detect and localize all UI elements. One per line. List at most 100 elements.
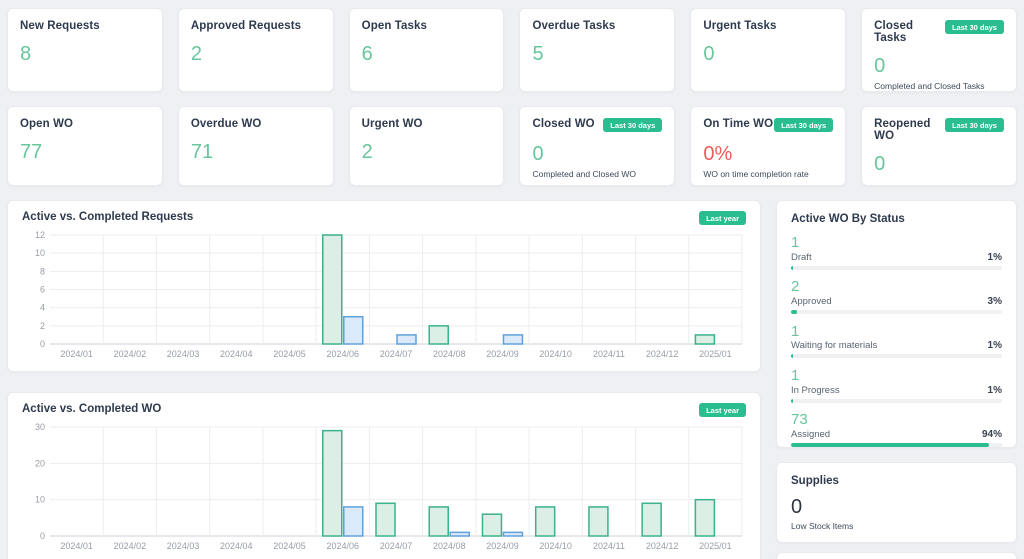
status-percent: 94%	[981, 428, 1002, 440]
status-items-list: 1 Draft 1% 2 Approved 3% 1 Waiting for material…	[791, 235, 1002, 447]
kpi-value: 5	[532, 43, 544, 65]
status-progress-bar	[791, 354, 1002, 359]
last-year-badge: Last year	[699, 211, 746, 225]
main-area: Active vs. Completed Requests Last year …	[7, 200, 1017, 559]
svg-text:10: 10	[35, 495, 45, 505]
status-label: Draft	[791, 251, 812, 263]
kpi-title: Reopened WO	[874, 118, 931, 142]
svg-text:2024/05: 2024/05	[273, 349, 306, 359]
status-item-waiting-for-materials[interactable]: 1 Waiting for materials 1%	[791, 323, 1002, 359]
status-label-row: Waiting for materials 1%	[791, 340, 1002, 351]
kpi-header: Urgent Tasks	[703, 20, 833, 32]
svg-text:2024/02: 2024/02	[114, 349, 147, 359]
kpi-header: Closed Tasks Last 30 days	[874, 20, 1004, 44]
requests-chart-card: Active vs. Completed Requests Last year …	[7, 200, 761, 372]
last-30-days-badge: Last 30 days	[944, 118, 1004, 132]
svg-text:0: 0	[40, 339, 45, 349]
svg-text:2024/08: 2024/08	[433, 541, 466, 551]
svg-text:10: 10	[35, 248, 45, 258]
kpi-card-closed-wo[interactable]: Closed WO Last 30 days 0 Completed and Clos…	[519, 106, 676, 186]
kpi-row-2: Open WO 77 Overdue WO 71 Urgent WO 2 Closed WO…	[7, 106, 1017, 186]
kpi-value: 0	[703, 43, 715, 65]
last-year-badge: Last year	[699, 403, 746, 417]
status-label: Waiting for materials	[791, 340, 878, 352]
kpi-card-new-requests[interactable]: New Requests 8	[7, 8, 163, 92]
status-item-draft[interactable]: 1 Draft 1%	[791, 235, 1002, 270]
kpi-subtitle: WO on time completion rate	[703, 169, 809, 179]
status-percent: 1%	[987, 251, 1002, 263]
wo-chart-card: Active vs. Completed WO Last year 0 10 20 3…	[7, 392, 761, 559]
active-wo-by-status-card: Active WO By Status 1 Draft 1% 2 Approved 3% 1…	[776, 200, 1017, 448]
status-percent: 3%	[987, 296, 1002, 307]
requests-bar-chart[interactable]: 0 2 4 6 8 10 12 2024/01 2024/02 2024/03 2024/04 202…	[22, 227, 746, 367]
status-progress-bar	[791, 442, 1002, 447]
svg-text:2024/09: 2024/09	[486, 541, 519, 551]
svg-text:2024/02: 2024/02	[114, 541, 147, 551]
svg-text:2: 2	[40, 321, 45, 331]
status-label-row: In Progress 1%	[791, 385, 1002, 396]
supplies-card[interactable]: Supplies 0 Low Stock Items	[776, 462, 1017, 543]
status-label-row: Approved 3%	[791, 296, 1002, 307]
kpi-value: 0	[874, 55, 886, 77]
kpi-title: Open WO	[20, 118, 74, 130]
kpi-title: Approved Requests	[190, 20, 302, 32]
kpi-header: Overdue WO	[191, 118, 321, 130]
kpi-row-1: New Requests 8 Approved Requests 2 Open Task…	[7, 8, 1017, 92]
svg-text:0: 0	[40, 531, 45, 541]
svg-text:2024/01: 2024/01	[60, 541, 93, 551]
svg-text:2024/07: 2024/07	[380, 349, 413, 359]
right-column: Active WO By Status 1 Draft 1% 2 Approved 3% 1…	[776, 200, 1017, 559]
wo-bar-chart[interactable]: 0 10 20 30 2024/01 2024/02 2024/03 2024/04 2024/…	[22, 419, 746, 559]
kpi-header: Open WO	[20, 118, 150, 130]
svg-text:2024/05: 2024/05	[273, 541, 306, 551]
kpi-title: New Requests	[20, 20, 100, 32]
svg-text:2024/04: 2024/04	[220, 541, 253, 551]
kpi-header: Reopened WO Last 30 days	[874, 118, 1004, 142]
status-item-assigned[interactable]: 73 Assigned 94%	[791, 412, 1002, 447]
kpi-card-reopened-wo[interactable]: Reopened WO Last 30 days 0	[861, 106, 1017, 186]
kpi-card-closed-tasks[interactable]: Closed Tasks Last 30 days 0 Completed and C…	[861, 8, 1017, 92]
kpi-title: Closed WO	[532, 118, 595, 130]
kpi-subtitle: Completed and Closed Tasks	[874, 81, 985, 91]
svg-text:2024/01: 2024/01	[60, 349, 93, 359]
kpi-value: 8	[20, 43, 32, 65]
status-label: Assigned	[791, 428, 831, 440]
chart-title: Active vs. Completed Requests	[22, 211, 194, 223]
kpi-value: 0	[532, 143, 544, 165]
kpi-subtitle: Completed and Closed WO	[532, 169, 636, 179]
status-count: 2	[791, 278, 800, 296]
kpi-card-on-time-wo[interactable]: On Time WO Last 30 days 0% WO on time compl…	[690, 106, 847, 186]
kpi-card-open-wo[interactable]: Open WO 77	[7, 106, 163, 186]
kpi-header: On Time WO Last 30 days	[703, 118, 834, 132]
chart-title: Active vs. Completed WO	[22, 403, 162, 415]
status-item-in-progress[interactable]: 1 In Progress 1%	[791, 367, 1002, 403]
svg-text:2024/06: 2024/06	[326, 349, 359, 359]
svg-text:2024/04: 2024/04	[220, 349, 253, 359]
kpi-card-overdue-tasks[interactable]: Overdue Tasks 5	[519, 8, 676, 92]
kpi-card-urgent-tasks[interactable]: Urgent Tasks 0	[690, 8, 847, 92]
panel-title: Active WO By Status	[791, 213, 905, 225]
supplies-subtitle: Low Stock Items	[791, 521, 854, 531]
kpi-card-overdue-wo[interactable]: Overdue WO 71	[177, 106, 334, 186]
svg-text:2024/08: 2024/08	[433, 349, 466, 359]
kpi-header: New Requests	[20, 20, 150, 32]
kpi-card-approved-requests[interactable]: Approved Requests 2	[177, 8, 334, 92]
last-30-days-badge: Last 30 days	[944, 20, 1004, 34]
kpi-card-urgent-wo[interactable]: Urgent WO 2	[348, 106, 505, 186]
kpi-title: Open Tasks	[361, 20, 427, 32]
chart-header: Active vs. Completed Requests Last year	[22, 211, 746, 225]
svg-text:2025/01: 2025/01	[699, 541, 732, 551]
charts-column: Active vs. Completed Requests Last year …	[7, 200, 761, 559]
kpi-card-open-tasks[interactable]: Open Tasks 6	[348, 8, 505, 92]
svg-text:2024/10: 2024/10	[539, 541, 572, 551]
status-item-approved[interactable]: 2 Approved 3%	[791, 279, 1002, 314]
kpi-value: 2	[361, 141, 373, 163]
svg-text:12: 12	[35, 230, 45, 240]
status-progress-bar	[791, 265, 1002, 270]
kpi-header: Urgent WO	[362, 118, 492, 130]
chart-header: Active vs. Completed WO Last year	[22, 403, 746, 417]
svg-text:2024/12: 2024/12	[646, 541, 679, 551]
svg-text:8: 8	[40, 266, 45, 276]
kpi-value: 6	[361, 43, 373, 65]
